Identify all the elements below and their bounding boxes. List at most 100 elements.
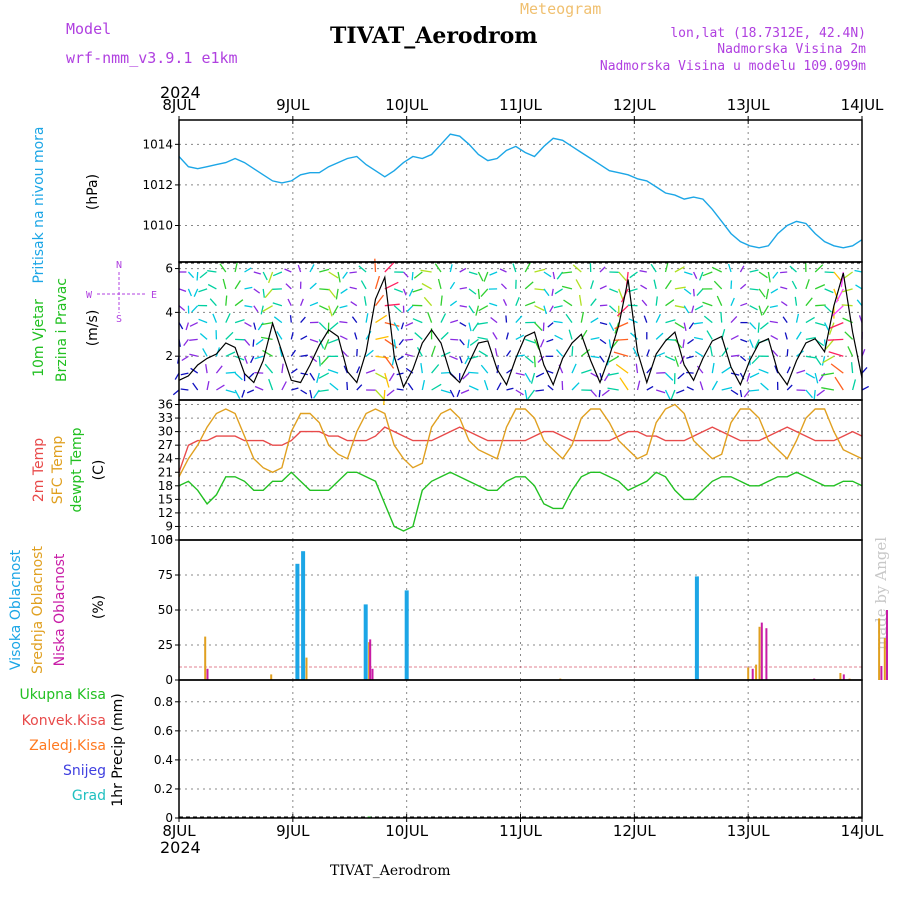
wind-arrow — [716, 295, 723, 306]
wind-arrow — [225, 371, 236, 374]
wind-arrow — [599, 321, 608, 326]
wind-arrow — [309, 264, 315, 273]
x-label-bottom: 14JUL — [841, 822, 884, 840]
wind-arrow — [831, 305, 844, 317]
wind-arrow — [730, 297, 735, 306]
wind-arrow — [329, 322, 339, 330]
wind-arrow — [843, 271, 853, 279]
wind-arrow — [328, 271, 339, 279]
y-tick-label: 15 — [158, 492, 173, 506]
wind-arrow — [297, 264, 302, 273]
dewpoint-line — [178, 471, 863, 532]
wind-arrow — [202, 348, 208, 357]
wind-arrow — [328, 288, 337, 299]
wind-arrow — [533, 356, 536, 368]
high-cloud-bar — [694, 576, 699, 680]
wind-arrow — [805, 355, 817, 359]
wind-arrow — [694, 350, 704, 357]
low-cloud-bar — [369, 639, 372, 680]
wind-arrow — [374, 275, 381, 290]
wind-arrow — [309, 372, 316, 381]
wind-arrow — [772, 271, 779, 279]
wind-arrow — [192, 382, 199, 391]
wind-arrow — [172, 389, 180, 396]
wind-arrow — [207, 283, 217, 290]
wind-arrow — [552, 271, 556, 280]
high-cloud-bar — [301, 551, 306, 680]
wind-arrow — [556, 271, 564, 280]
wind-arrow — [209, 298, 217, 307]
y-tick-label: 2 — [165, 349, 173, 363]
wind-arrow — [216, 384, 225, 391]
wind-arrow — [185, 322, 190, 331]
wind-arrow — [746, 372, 751, 382]
wind-arrow — [427, 311, 433, 323]
wind-arrow — [784, 332, 788, 340]
wind-arrow — [780, 286, 788, 290]
year-top: 2024 — [160, 83, 201, 102]
precip-legend-hail: Grad — [72, 788, 106, 804]
wind-arrow — [655, 332, 664, 340]
wind-arrow — [691, 305, 695, 314]
wind-arrow — [786, 366, 791, 374]
wind-arrow — [411, 271, 414, 281]
wind-arrow — [319, 288, 330, 291]
wind-arrow — [639, 270, 647, 273]
wind-arrow — [262, 271, 268, 281]
wind-arrow — [655, 352, 666, 357]
cloud-ylabel-1: Visoka Oblacnost — [8, 549, 24, 670]
wind-arrow — [786, 349, 789, 357]
wind-arrow — [219, 263, 227, 273]
panel-frame — [178, 679, 863, 819]
wind-arrow — [318, 356, 321, 367]
wind-arrow — [496, 382, 502, 391]
wind-arrow — [449, 264, 453, 273]
wind-arrow — [459, 286, 468, 290]
wind-arrow — [300, 389, 308, 395]
wind-arrow — [300, 372, 308, 376]
wind-arrow — [414, 332, 423, 340]
wind-arrow — [856, 299, 863, 307]
wind-arrow — [384, 372, 390, 388]
wind-arrow — [328, 305, 333, 317]
wind-arrow — [178, 288, 187, 293]
x-label-bottom: 9JUL — [276, 822, 310, 840]
wind-arrow — [749, 372, 760, 379]
wind-arrow — [450, 338, 459, 341]
wind-arrow — [281, 381, 287, 391]
compass-icon: N S W E — [86, 260, 157, 325]
wind-arrow — [780, 301, 788, 307]
wind-arrow — [181, 355, 189, 362]
wind-arrow — [384, 355, 395, 369]
wind-arrow — [375, 335, 389, 341]
wind-arrow — [601, 389, 610, 397]
wind-arrow — [198, 288, 208, 293]
wind-arrow — [674, 322, 685, 329]
wind-arrow — [273, 316, 283, 324]
wind-arrow — [614, 322, 629, 330]
wind-arrow — [791, 280, 798, 290]
wind-arrow — [749, 305, 758, 311]
wind-arrow — [405, 322, 414, 327]
y-tick-label: 9 — [165, 519, 173, 533]
model-name: wrf-nmm_v3.9.1 e1km — [66, 49, 238, 67]
wind-arrow — [290, 332, 294, 340]
wind-arrow — [180, 372, 189, 376]
wind-arrow — [841, 304, 853, 307]
wind-arrow — [543, 288, 550, 297]
wind-arrow — [805, 389, 813, 399]
wind-arrow — [478, 350, 489, 357]
wind-arrow — [384, 321, 400, 327]
wind-arrow — [343, 365, 348, 374]
wind-arrow — [581, 369, 592, 374]
wind-arrow — [524, 355, 534, 364]
wind-arrow — [530, 372, 536, 384]
wind-arrow — [268, 378, 274, 391]
y-tick-label: 75 — [158, 568, 173, 582]
wind-speed-line — [178, 272, 863, 389]
wind-arrow — [553, 305, 563, 309]
precip-legend-conv: Konvek.Kisa — [22, 713, 106, 729]
wind-arrow — [212, 313, 218, 323]
wind-arrow — [795, 313, 800, 323]
compass-n: N — [116, 260, 122, 271]
